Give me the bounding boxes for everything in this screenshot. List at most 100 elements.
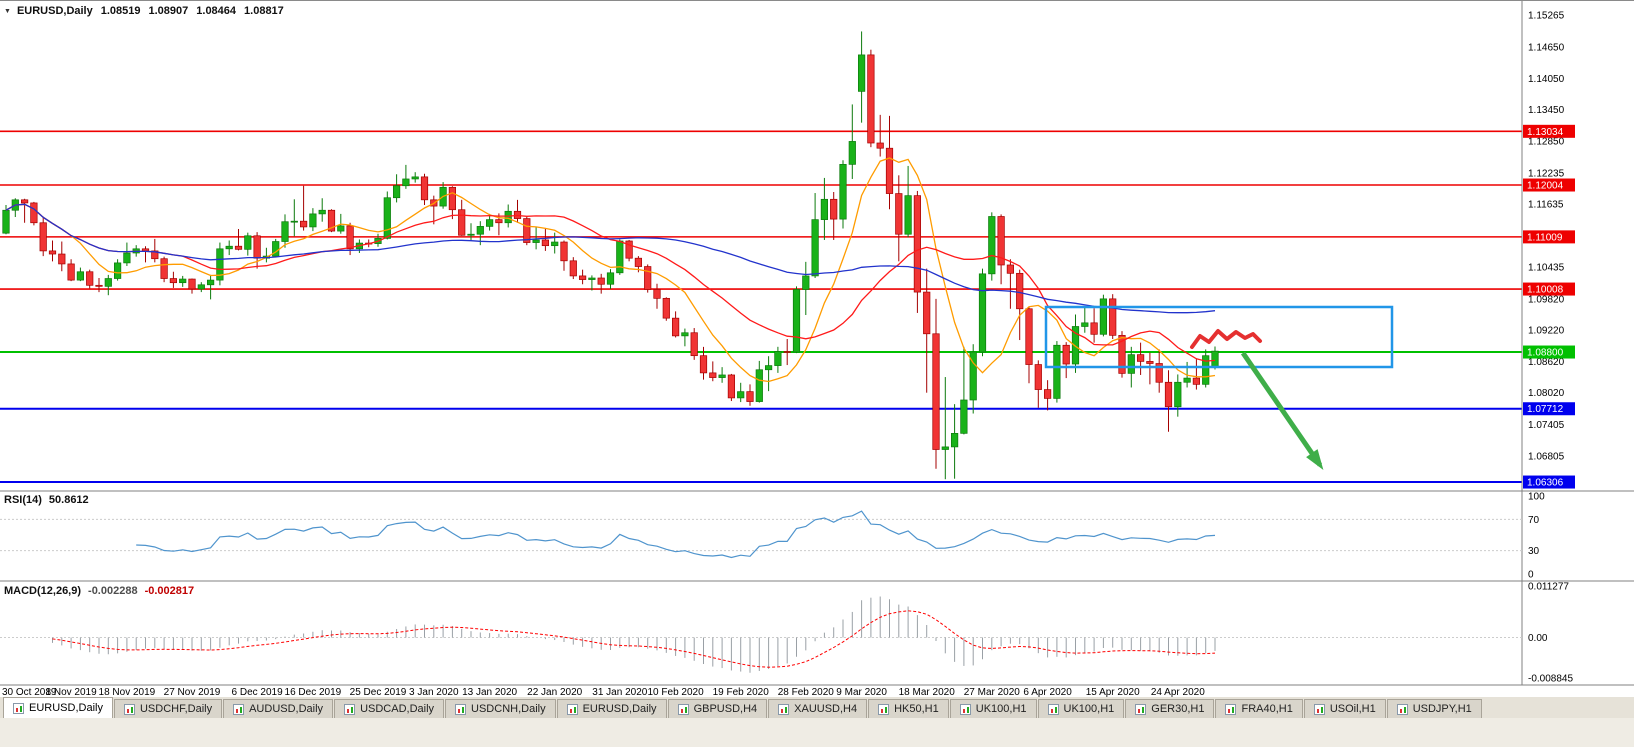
chart-tab-gbpusd-h4[interactable]: GBPUSD,H4 (667, 699, 768, 718)
svg-text:1.11635: 1.11635 (1528, 200, 1564, 211)
svg-text:18 Mar 2020: 18 Mar 2020 (899, 687, 956, 697)
price-projection-squiggle[interactable] (1190, 329, 1262, 349)
ohlc-open: 1.08519 (100, 5, 141, 17)
tab-label: GER30,H1 (1151, 703, 1205, 715)
chart-tab-uk100-h1[interactable]: UK100,H1 (1037, 699, 1125, 718)
tab-label: HK50,H1 (894, 703, 939, 715)
mini-chart-icon (123, 703, 135, 715)
symbol-timeframe-label: EURUSD,Daily (16, 5, 93, 17)
svg-text:31 Jan 2020: 31 Jan 2020 (592, 687, 647, 697)
svg-text:1.14050: 1.14050 (1528, 74, 1565, 85)
chart-tab-usdcnh-daily[interactable]: USDCNH,Daily (445, 699, 556, 718)
mini-chart-icon (1313, 703, 1325, 715)
tab-label: USOil,H1 (1329, 703, 1376, 715)
svg-text:1.08620: 1.08620 (1528, 357, 1565, 368)
price-tag-1.08800: 1.08800 (1523, 345, 1575, 359)
ohlc-high: 1.08907 (148, 5, 189, 17)
svg-text:1.15265: 1.15265 (1528, 11, 1565, 22)
macd-histogram (52, 596, 1216, 673)
svg-text:6 Dec 2019: 6 Dec 2019 (232, 687, 284, 697)
tab-label: FRA40,H1 (1241, 703, 1293, 715)
chart-window: 1.15265 1.14650 1.14050 1.13450 1.12850 1.122… (0, 0, 1634, 698)
price-tag-1.07712: 1.07712 (1523, 402, 1575, 416)
mini-chart-icon (878, 703, 890, 715)
mini-chart-icon (566, 703, 578, 715)
macd-name: MACD(12,26,9) (4, 585, 82, 597)
mini-chart-icon (1047, 703, 1059, 715)
mini-chart-icon (959, 703, 971, 715)
chart-tab-bar: EURUSD,Daily USDCHF,Daily AUDUSD,Daily USDC… (0, 696, 1634, 718)
svg-text:15 Apr 2020: 15 Apr 2020 (1086, 687, 1140, 697)
svg-text:-0.008845: -0.008845 (1528, 674, 1573, 685)
chart-tab-ger30-h1[interactable]: GER30,H1 (1125, 699, 1215, 718)
ma-20-line (5, 203, 1216, 362)
chart-tab-eurusd-daily[interactable]: EURUSD,Daily (556, 699, 667, 718)
price-chart-canvas[interactable]: 1.15265 1.14650 1.14050 1.13450 1.12850 1.122… (0, 1, 1634, 698)
svg-text:8 Nov 2019: 8 Nov 2019 (46, 687, 98, 697)
chart-tab-usdjpy-h1[interactable]: USDJPY,H1 (1386, 699, 1482, 718)
ma-8-line (5, 157, 1216, 383)
symbol-ohlc-info: ▼ EURUSD,Daily 1.08519 1.08907 1.08464 1… (4, 5, 284, 17)
ma-50-line (5, 203, 1216, 314)
chart-tab-usdcad-daily[interactable]: USDCAD,Daily (334, 699, 445, 718)
macd-signal-value: -0.002817 (144, 585, 195, 597)
tab-label: EURUSD,Daily (29, 702, 103, 714)
price-scale: 1.15265 1.14650 1.14050 1.13450 1.12850 1.122… (1523, 11, 1575, 489)
price-tag-1.06306: 1.06306 (1523, 475, 1575, 489)
svg-text:10 Feb 2020: 10 Feb 2020 (648, 687, 705, 697)
svg-text:1.12850: 1.12850 (1528, 136, 1565, 147)
chart-tab-audusd-daily[interactable]: AUDUSD,Daily (223, 699, 334, 718)
tab-label: UK100,H1 (1063, 703, 1115, 715)
tab-label: USDJPY,H1 (1412, 703, 1472, 715)
collapse-triangle-icon[interactable]: ▼ (4, 7, 11, 15)
svg-text:28 Feb 2020: 28 Feb 2020 (778, 687, 835, 697)
ohlc-low: 1.08464 (196, 5, 237, 17)
svg-text:70: 70 (1528, 515, 1540, 526)
svg-text:9 Mar 2020: 9 Mar 2020 (836, 687, 887, 697)
chart-tab-usdchf-daily[interactable]: USDCHF,Daily (113, 699, 223, 718)
mini-chart-icon (455, 703, 467, 715)
drawings-layer[interactable] (1044, 305, 1394, 470)
svg-text:13 Jan 2020: 13 Jan 2020 (462, 687, 517, 697)
chart-tab-hk50-h1[interactable]: HK50,H1 (868, 699, 949, 718)
mini-chart-icon (1225, 703, 1237, 715)
svg-text:18 Nov 2019: 18 Nov 2019 (99, 687, 156, 697)
tab-label: AUDUSD,Daily (249, 703, 324, 715)
svg-text:30: 30 (1528, 546, 1540, 557)
bearish-projection-arrow[interactable] (1240, 351, 1324, 470)
price-tag-1.13034: 1.13034 (1523, 124, 1575, 138)
svg-text:19 Feb 2020: 19 Feb 2020 (713, 687, 770, 697)
consolidation-rectangle[interactable] (1044, 305, 1394, 369)
svg-text:1.08020: 1.08020 (1528, 388, 1565, 399)
svg-text:1.09220: 1.09220 (1528, 326, 1565, 337)
mini-chart-icon (677, 703, 689, 715)
macd-main-value: -0.002288 (88, 585, 138, 597)
svg-text:0: 0 (1528, 570, 1534, 581)
svg-text:30 Oct 2019: 30 Oct 2019 (2, 687, 57, 697)
svg-text:1.06306: 1.06306 (1527, 478, 1564, 489)
chart-tab-usoil-h1[interactable]: USOil,H1 (1303, 699, 1386, 718)
macd-indicator-label: MACD(12,26,9) -0.002288 -0.002817 (4, 585, 194, 597)
svg-text:1.07712: 1.07712 (1527, 404, 1564, 415)
svg-text:3 Jan 2020: 3 Jan 2020 (409, 687, 459, 697)
rsi-value: 50.8612 (48, 494, 89, 506)
svg-text:0.00: 0.00 (1528, 633, 1548, 644)
svg-text:16 Dec 2019: 16 Dec 2019 (285, 687, 342, 697)
tab-label: USDCHF,Daily (139, 703, 213, 715)
tab-label: GBPUSD,H4 (693, 703, 758, 715)
svg-text:1.13034: 1.13034 (1527, 127, 1564, 138)
rsi-name: RSI(14) (4, 494, 42, 506)
chart-tab-eurusd-daily[interactable]: EURUSD,Daily (3, 697, 113, 718)
svg-text:1.11009: 1.11009 (1527, 232, 1563, 243)
svg-text:1.08800: 1.08800 (1527, 348, 1564, 359)
svg-text:100: 100 (1528, 492, 1545, 503)
mini-chart-icon (1135, 703, 1147, 715)
tab-label: USDCNH,Daily (471, 703, 546, 715)
rsi-line (136, 510, 1216, 559)
chart-tab-uk100-h1[interactable]: UK100,H1 (949, 699, 1037, 718)
rsi-indicator-label: RSI(14) 50.8612 (4, 494, 89, 506)
svg-text:1.13450: 1.13450 (1528, 105, 1565, 116)
svg-text:1.10435: 1.10435 (1528, 262, 1565, 273)
chart-tab-fra40-h1[interactable]: FRA40,H1 (1215, 699, 1303, 718)
chart-tab-xauusd-h4[interactable]: XAUUSD,H4 (768, 699, 868, 718)
